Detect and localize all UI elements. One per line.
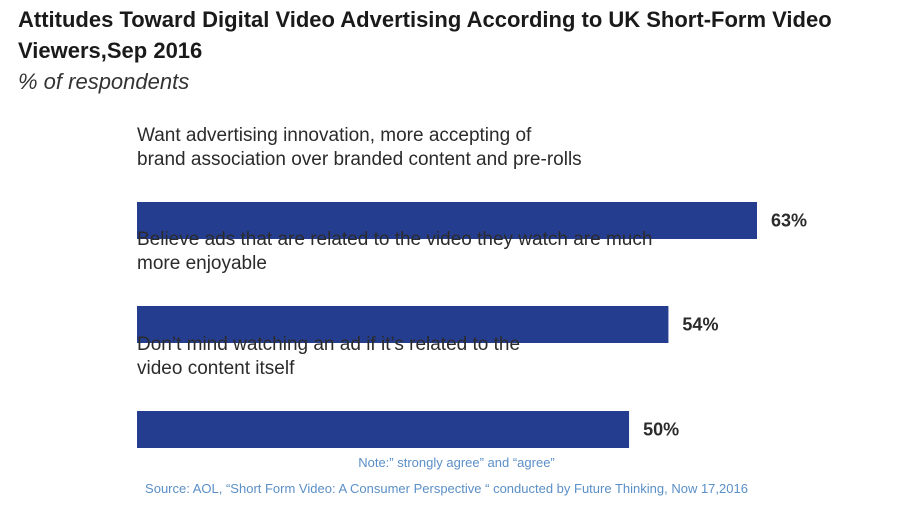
category-label: Believe ads that are related to the vide… [137,229,652,250]
category-label: brand association over branded content a… [137,149,582,170]
category-label: more enjoyable [137,253,267,274]
chart-title: Attitudes Toward Digital Video Advertisi… [18,7,832,63]
value-label: 54% [682,315,718,335]
category-label: Want advertising innovation, more accept… [137,125,532,146]
chart-subtitle: % of respondents [18,69,190,94]
chart-note: Note:” strongly agree” and “agree” [358,455,555,470]
chart-source: Source: AOL, “Short Form Video: A Consum… [145,481,748,496]
value-label: 63% [771,211,807,231]
category-label: video content itself [137,358,295,379]
bar [137,306,669,343]
value-label: 50% [643,420,679,440]
category-label: Don’t mind watching an ad if it’s relate… [137,334,520,355]
bar [137,411,630,448]
bar [137,202,757,239]
